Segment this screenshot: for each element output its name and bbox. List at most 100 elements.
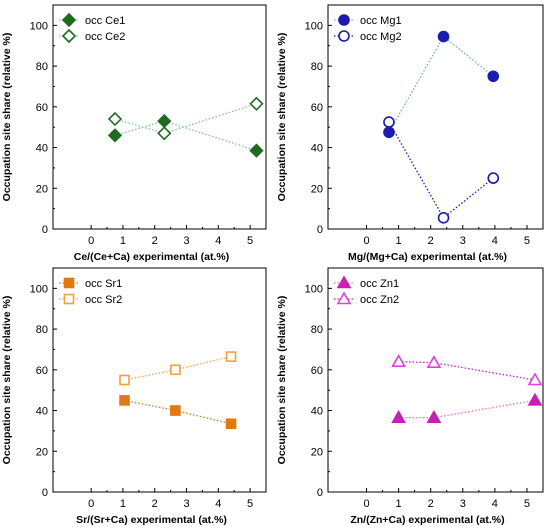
x-axis-title: Mg/(Mg+Ca) experimental (at.%) [348,251,507,263]
marker-p1-s1-1 [107,128,123,143]
marker-p3-s2-legend [63,293,75,305]
x-tick-label: 3 [183,235,189,247]
marker-p3-s1-legend [63,277,75,289]
y-tick-label: 60 [311,102,323,114]
series-line-2 [388,121,494,219]
marker-p2-s2-1 [383,116,395,128]
x-tick-label: 2 [428,235,434,247]
x-tick-label: 0 [88,235,94,247]
chart-panel-2: 0 20 40 60 80 100 0 1 2 3 4 5 Mg/(Mg+Ca) experimenta… [276,4,544,263]
marker-p4-s1-3 [527,392,543,406]
legend-label: occ Ce2 [85,31,125,43]
marker-p1-s2-1 [107,111,123,127]
y-tick-label: 0 [42,224,48,236]
x-tick-label: 0 [363,235,369,247]
marker-p2-s1-legend [338,14,350,26]
legend-label: occ Mg1 [360,15,402,27]
y-tick-label: 20 [36,183,48,195]
x-tick-label: 3 [183,498,189,510]
marker-p3-s1-2 [170,405,181,416]
marker-p1-s2-2 [157,126,172,141]
y-tick-label: 40 [311,143,323,155]
legend: occ Sr1 occ Sr2 [59,277,122,306]
marker-p3-s2-3 [225,351,237,362]
marker-p1-s1-2 [157,113,172,129]
x-axis-title: Zn/(Zn+Ca) experimental (at.%) [350,514,504,526]
y-axis-title: Occupation site share (relative %) [1,33,13,202]
marker-p3-s2-1 [119,374,130,386]
y-tick-label: 100 [305,283,323,295]
y-axis-title: Occupation site share (relative %) [276,33,288,202]
y-tick-label: 80 [311,61,323,73]
chart-panel-1: 0 20 40 60 80 100 0 1 2 3 4 5 Ce/(Ce+Ca) experimenta… [1,4,267,263]
y-tick-label: 60 [36,102,48,114]
marker-p4-s2-1 [391,354,406,367]
x-tick-label: 2 [152,498,158,510]
x-tick-label: 5 [247,235,253,247]
y-axis-title: Occupation site share (relative %) [1,296,13,465]
y-tick-label: 100 [30,283,48,295]
marker-p4-s2-2 [426,355,442,368]
x-axis-title: Ce/(Ce+Ca) experimental (at.%) [74,251,230,263]
x-tick-label: 1 [120,498,126,510]
marker-p4-s1-legend [336,275,352,289]
series-line-2 [114,103,257,134]
x-tick-label: 5 [524,498,530,510]
legend-label: occ Ce1 [85,15,125,27]
y-tick-label: 80 [36,324,48,336]
x-tick-label: 1 [396,498,402,510]
marker-p1-s2-legend [61,28,77,44]
x-tick-label: 5 [524,235,530,247]
x-tick-label: 5 [247,498,253,510]
x-tick-label: 3 [460,498,466,510]
y-tick-label: 80 [36,61,48,73]
y-tick-label: 20 [36,446,48,458]
marker-p4-s1-1 [391,410,406,423]
x-tick-label: 3 [460,235,466,247]
marker-p2-s1-3 [487,70,500,83]
marker-p2-s1-2 [437,30,450,43]
plot-frame [327,267,544,493]
y-tick-label: 40 [311,406,323,418]
series-line-1 [398,399,536,419]
x-tick-label: 0 [88,498,94,510]
y-tick-label: 80 [311,324,323,336]
marker-p1-s2-3 [249,96,264,111]
legend-label: occ Zn2 [360,294,399,306]
marker-p3-s2-2 [170,364,181,376]
legend-label: occ Sr1 [85,278,122,290]
series-line-1 [388,35,494,133]
x-axis-title: Sr/(Sr+Ca) experimental (at.%) [76,514,227,526]
y-axis-title: Occupation site share (relative %) [276,296,288,465]
marker-p2-s2-legend [338,30,350,42]
x-tick-label: 0 [363,498,369,510]
y-tick-label: 0 [317,487,323,499]
y-tick-label: 60 [311,365,323,377]
legend-label: occ Sr2 [85,294,122,306]
x-tick-label: 2 [428,498,434,510]
series-line-2 [398,361,536,381]
marker-p4-s2-legend [336,291,352,305]
series-line-1 [114,120,257,152]
y-tick-label: 20 [311,446,323,458]
y-tick-label: 100 [305,20,323,32]
legend-label: occ Mg2 [360,31,402,43]
plot-frame [52,267,267,493]
y-tick-label: 0 [42,487,48,499]
y-tick-label: 0 [317,224,323,236]
y-tick-label: 20 [311,183,323,195]
y-tick-label: 60 [36,365,48,377]
legend: occ Ce1 occ Ce2 [59,12,125,44]
marker-p4-s2-3 [527,372,543,386]
marker-p3-s1-1 [119,395,130,406]
chart-panel-4: 0 20 40 60 80 100 0 1 2 3 4 5 Zn/(Zn+Ca) experimenta… [276,267,544,526]
plot-frame [327,4,544,230]
y-tick-label: 100 [30,20,48,32]
plot-frame [52,4,267,230]
chart-panel-3: 0 20 40 60 80 100 0 1 2 3 4 5 Sr/(Sr+Ca) experimenta… [1,267,267,526]
marker-p2-s2-3 [487,172,500,184]
y-tick-label: 40 [36,406,48,418]
marker-p1-s1-legend [61,12,77,28]
x-tick-label: 4 [492,235,498,247]
